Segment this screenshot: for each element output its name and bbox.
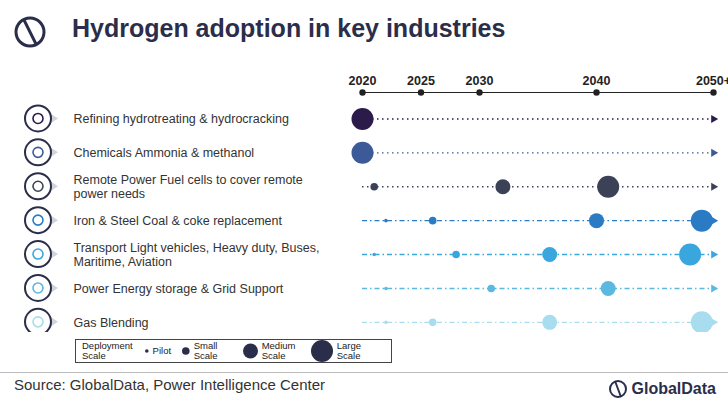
svg-text:2020: 2020 — [349, 74, 377, 88]
svg-text:2030: 2030 — [466, 74, 494, 88]
svg-text:Remote Power Fuel cells to cov: Remote Power Fuel cells to cover remotep… — [74, 173, 303, 201]
svg-text:2050+: 2050+ — [696, 74, 728, 88]
svg-text:2040: 2040 — [583, 74, 611, 88]
html-text:Hydrogen adoption in key indus: Hydrogen adoption in key industries — [72, 14, 506, 42]
html-text:Deployment Scale: Deployment Scale — [82, 340, 133, 361]
html-text:Small Scale: Small Scale — [193, 340, 218, 361]
svg-text:Gas Blending: Gas Blending — [74, 316, 149, 330]
svg-text:2025: 2025 — [407, 74, 435, 88]
html-text:Pilot: Pilot — [152, 345, 172, 356]
svg-text:Transport Light vehicles, Heav: Transport Light vehicles, Heavy duty, Bu… — [74, 241, 320, 269]
html-text:Source: GlobalData, Power Inte: Source: GlobalData, Power Intelligence C… — [14, 376, 325, 393]
html-text:Medium Scale: Medium Scale — [261, 340, 296, 361]
svg-text:Iron & Steel Coal & coke repla: Iron & Steel Coal & coke replacement — [74, 214, 283, 228]
html-text:GlobalData: GlobalData — [631, 380, 716, 397]
svg-text:Chemicals Ammonia & methanol: Chemicals Ammonia & methanol — [74, 146, 255, 160]
svg-text:Power Energy storage & Grid Su: Power Energy storage & Grid Support — [74, 282, 284, 296]
html-text:Large Scale: Large Scale — [336, 340, 361, 361]
svg-text:Refining hydrotreating & hydro: Refining hydrotreating & hydrocracking — [74, 112, 289, 126]
